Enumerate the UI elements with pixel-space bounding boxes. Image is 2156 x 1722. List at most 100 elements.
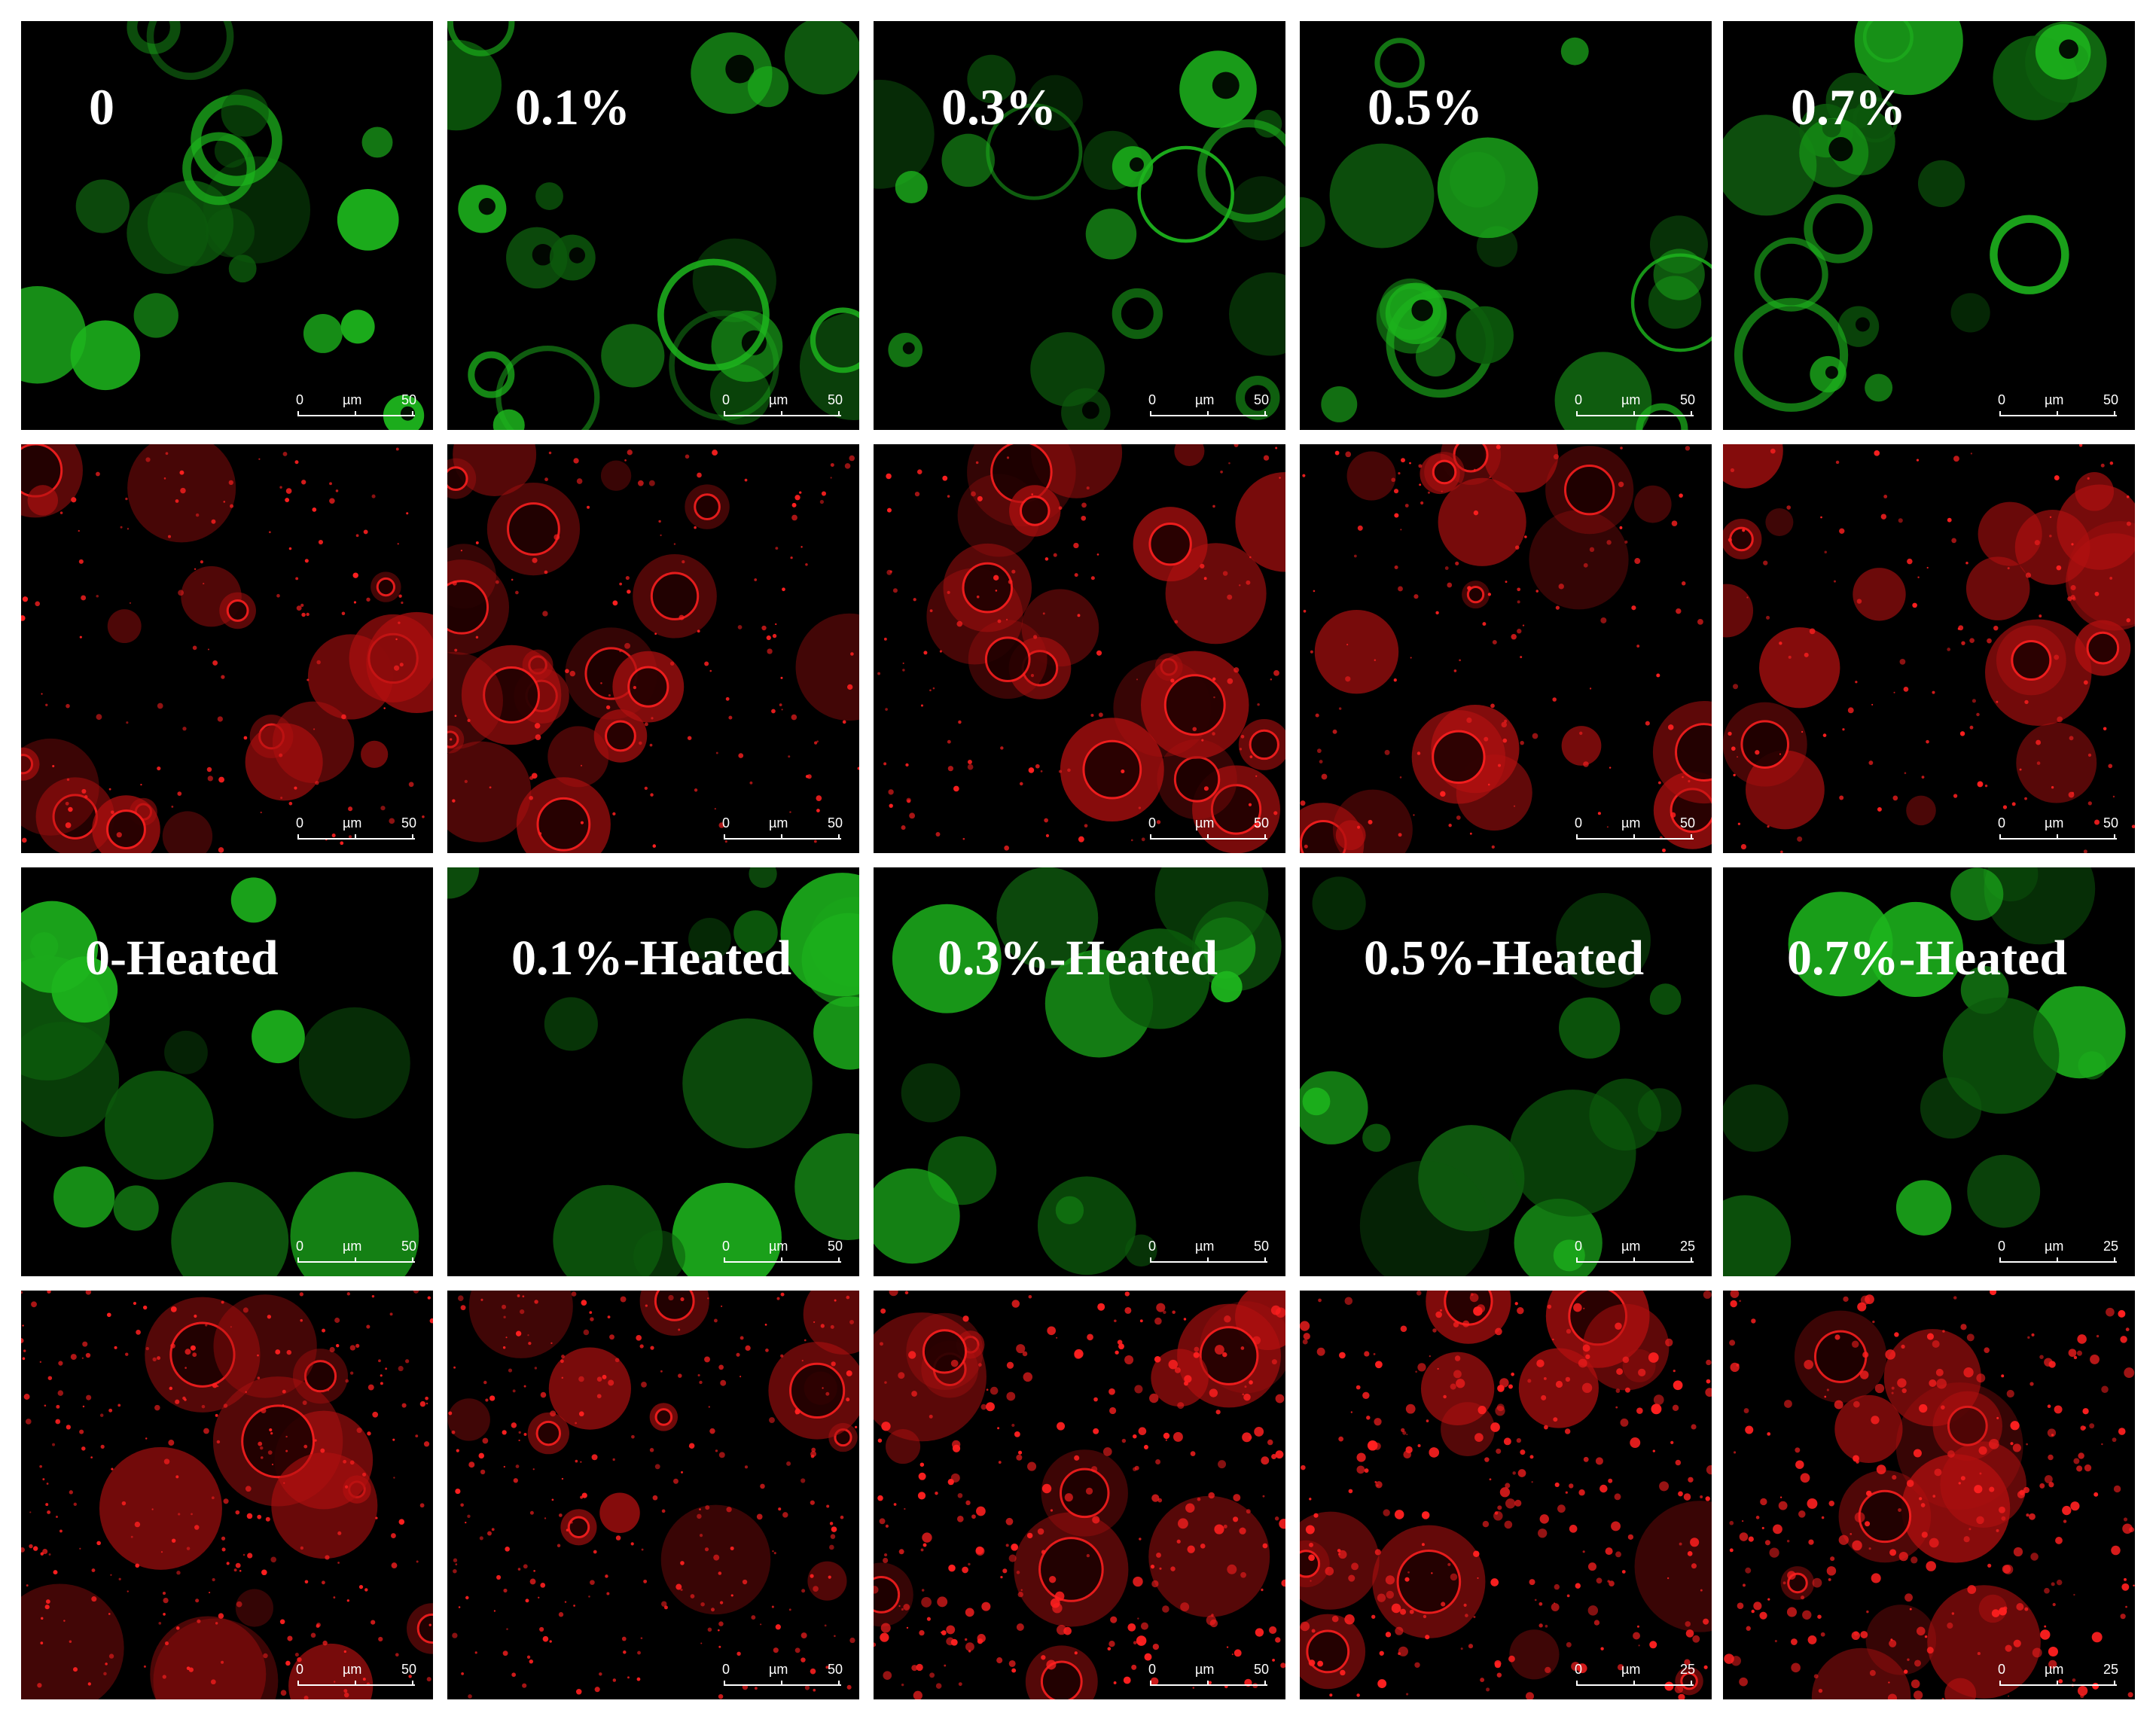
scale-bar-unit: µm <box>2045 1662 2064 1677</box>
scale-bar: 0 µm 50 <box>722 1662 843 1692</box>
scale-bar-tick <box>412 1257 413 1263</box>
scale-bar-tick <box>1264 834 1266 840</box>
red-fluorescence-image <box>874 444 1285 853</box>
green-fluorescence-image <box>1723 21 2135 430</box>
micrograph-panel: 0 µm 50 <box>447 444 859 853</box>
scale-bar: 0 µm 50 <box>722 392 843 422</box>
micrograph-panel: 0 µm 50 <box>874 1291 1285 1699</box>
green-fluorescence-image <box>21 21 433 430</box>
scale-bar-unit: µm <box>1621 1239 1641 1254</box>
scale-bar-unit: µm <box>343 815 362 831</box>
scale-bar-line <box>1576 1261 1694 1263</box>
scale-bar-tick <box>1691 1681 1692 1686</box>
scale-bar-tick <box>1150 411 1151 416</box>
scale-bar: 0 µm 50 <box>1148 1239 1269 1269</box>
scale-bar-tick <box>1999 411 2001 416</box>
scale-bar-tick <box>1150 1257 1151 1263</box>
scale-bar-tick <box>1691 411 1692 416</box>
scale-bar-tick <box>781 411 782 416</box>
panel-label: 0.7%-Heated <box>1787 931 2068 986</box>
micrograph-panel: 0.7%-Heated 0 µm 25 <box>1723 867 2135 1276</box>
scale-bar-unit: µm <box>1195 1662 1215 1677</box>
scale-bar-tick <box>1150 834 1151 840</box>
scale-bar-max: 50 <box>401 1239 416 1254</box>
scale-bar-tick <box>412 1681 413 1686</box>
scale-bar-max: 50 <box>827 815 843 831</box>
scale-bar-tick <box>1264 1681 1266 1686</box>
scale-bar: 0 µm 50 <box>296 1662 416 1692</box>
scale-bar-max: 50 <box>2103 392 2118 407</box>
scale-bar-tick <box>2114 1681 2115 1686</box>
red-fluorescence-image <box>447 444 859 853</box>
scale-bar-tick <box>1576 411 1578 416</box>
scale-bar-max: 50 <box>1253 1662 1269 1677</box>
scale-bar-tick <box>1576 834 1578 840</box>
scale-bar-unit: µm <box>1621 392 1641 407</box>
scale-bar: 0 µm 25 <box>1575 1662 1695 1692</box>
scale-bar-line <box>724 1684 841 1686</box>
scale-bar-tick <box>1633 834 1635 840</box>
panel-label: 0.5%-Heated <box>1364 931 1645 986</box>
scale-bar-unit: µm <box>769 815 788 831</box>
scale-bar-line <box>1150 838 1267 840</box>
scale-bar-line <box>724 1261 841 1263</box>
panel-label: 0 <box>89 78 114 136</box>
green-fluorescence-image <box>21 867 433 1276</box>
micrograph-panel: 0 µm 25 <box>1723 1291 2135 1699</box>
scale-bar-max: 50 <box>1679 392 1695 407</box>
scale-bar-tick <box>1207 411 1209 416</box>
scale-bar-line <box>1576 1684 1694 1686</box>
green-fluorescence-image <box>447 21 859 430</box>
green-fluorescence-image <box>447 867 859 1276</box>
scale-bar-max: 50 <box>1679 815 1695 831</box>
panel-label: 0.1% <box>515 78 630 136</box>
scale-bar-min: 0 <box>1575 815 1583 831</box>
scale-bar-max: 50 <box>401 1662 416 1677</box>
micrograph-panel: 0.5% 0 µm 50 <box>1300 21 1712 430</box>
scale-bar-line <box>1150 1684 1267 1686</box>
scale-bar-unit: µm <box>2045 1239 2064 1254</box>
scale-bar-min: 0 <box>296 1239 304 1254</box>
scale-bar-unit: µm <box>769 1239 788 1254</box>
scale-bar-tick <box>1691 1257 1692 1263</box>
panel-label: 0-Heated <box>85 931 279 986</box>
scale-bar-tick <box>412 834 413 840</box>
scale-bar-tick <box>1633 411 1635 416</box>
scale-bar-min: 0 <box>1998 392 2006 407</box>
scale-bar: 0 µm 50 <box>1575 392 1695 422</box>
scale-bar-line <box>1150 1261 1267 1263</box>
scale-bar-tick <box>1264 411 1266 416</box>
scale-bar-tick <box>2057 1257 2058 1263</box>
scale-bar: 0 µm 50 <box>1998 815 2118 846</box>
scale-bar-min: 0 <box>1575 392 1583 407</box>
scale-bar-tick <box>2057 834 2058 840</box>
scale-bar-line <box>724 415 841 416</box>
scale-bar-max: 50 <box>827 392 843 407</box>
scale-bar-tick <box>1999 834 2001 840</box>
micrograph-panel: 0 µm 50 <box>1300 444 1712 853</box>
green-fluorescence-image <box>1723 867 2135 1276</box>
scale-bar: 0 µm 50 <box>1148 392 1269 422</box>
scale-bar-tick <box>297 1681 299 1686</box>
panel-label: 0.1%-Heated <box>511 931 792 986</box>
scale-bar-line <box>1999 1684 2117 1686</box>
scale-bar: 0 µm 50 <box>722 815 843 846</box>
scale-bar-min: 0 <box>1998 1239 2006 1254</box>
scale-bar-min: 0 <box>1148 1239 1157 1254</box>
scale-bar-min: 0 <box>1575 1239 1583 1254</box>
scale-bar-min: 0 <box>1998 815 2006 831</box>
micrograph-panel: 0.3% 0 µm 50 <box>874 21 1285 430</box>
scale-bar-max: 50 <box>1253 1239 1269 1254</box>
scale-bar-min: 0 <box>722 392 730 407</box>
scale-bar-tick <box>838 834 840 840</box>
scale-bar-min: 0 <box>722 815 730 831</box>
micrograph-panel: 0.7% 0 µm 50 <box>1723 21 2135 430</box>
scale-bar-tick <box>1264 1257 1266 1263</box>
red-fluorescence-image <box>1723 444 2135 853</box>
scale-bar-unit: µm <box>343 392 362 407</box>
micrograph-panel: 0 µm 25 <box>1300 1291 1712 1699</box>
red-fluorescence-image <box>447 1291 859 1699</box>
scale-bar-max: 50 <box>2103 815 2118 831</box>
scale-bar-tick <box>1576 1681 1578 1686</box>
